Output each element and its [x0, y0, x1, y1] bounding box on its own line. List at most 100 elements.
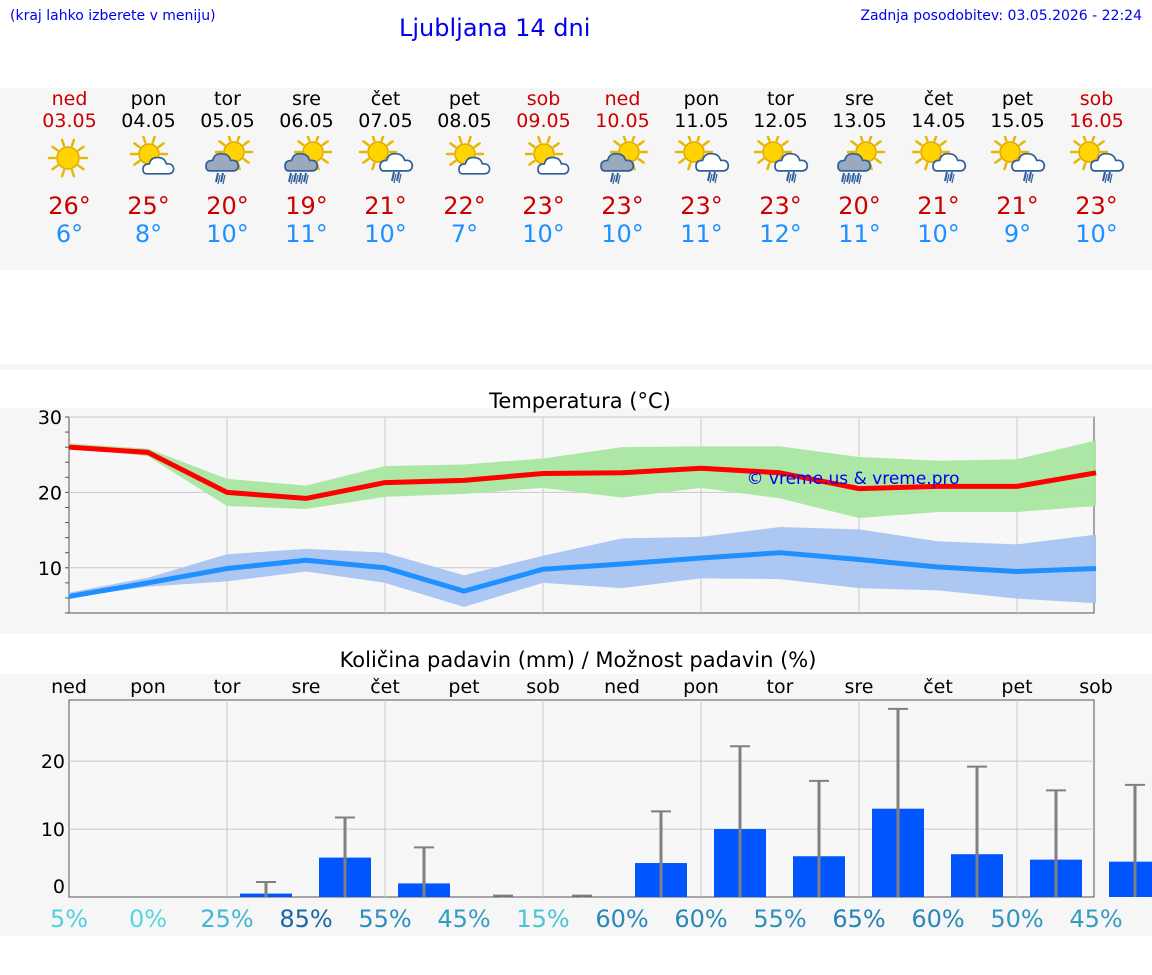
min-temperature: 11° [285, 220, 328, 248]
y-tick-label: 10 [41, 819, 65, 841]
precipitation-probability-label: 60% [911, 905, 964, 933]
max-temperature: 25° [127, 192, 170, 220]
precipitation-probability-label: 25% [200, 905, 253, 933]
y-tick-label: 10 [38, 558, 62, 580]
x-category-label: sob [526, 676, 560, 698]
day-column: tor 12.05 23° 12° [741, 88, 820, 248]
section-divider [0, 364, 1152, 370]
x-category-label: ned [604, 676, 640, 698]
day-name: pon [130, 88, 167, 110]
day-name: tor [767, 88, 794, 110]
day-name: pon [683, 88, 720, 110]
day-column: sre 13.05 20° 11° [820, 88, 899, 248]
day-column: čet 14.05 21° 10° [899, 88, 978, 248]
sun-cloud-rain-icon [911, 136, 966, 184]
max-temperature: 23° [1075, 192, 1118, 220]
max-temperature: 20° [206, 192, 249, 220]
min-temperature: 11° [680, 220, 723, 248]
min-temperature-line [68, 550, 1097, 599]
day-date: 12.05 [753, 110, 808, 132]
day-name: pet [1001, 88, 1034, 110]
precipitation-probability-label: 50% [990, 905, 1043, 933]
x-category-label: pet [448, 676, 479, 698]
min-temperature: 10° [917, 220, 960, 248]
max-temperature: 23° [680, 192, 723, 220]
day-name: čet [923, 88, 954, 110]
chart-title: Temperatura (°C) [488, 389, 671, 413]
max-temperature: 22° [443, 192, 486, 220]
day-date: 08.05 [437, 110, 492, 132]
min-temperature: 10° [206, 220, 249, 248]
day-date: 10.05 [595, 110, 650, 132]
day-column: sob 09.05 23° 10° [504, 88, 583, 248]
max-temperature-range-band [69, 440, 1096, 519]
forecast-strip-background [0, 88, 1152, 270]
day-name: sre [292, 88, 321, 110]
max-temperature-line [68, 444, 1097, 501]
min-temperature: 9° [1003, 220, 1032, 248]
day-column: ned 10.05 23° 10° [583, 88, 662, 248]
day-date: 09.05 [516, 110, 571, 132]
day-name: tor [214, 88, 241, 110]
min-temperature: 10° [522, 220, 565, 248]
day-column: tor 05.05 20° 10° [188, 88, 267, 248]
sun-heavy-rain-icon [836, 136, 885, 185]
sun-rain-icon [599, 136, 648, 185]
precipitation-probability-label: 45% [1069, 905, 1122, 933]
y-tick-label: 20 [41, 751, 65, 773]
precipitation-probability-label: 55% [358, 905, 411, 933]
x-category-label: sre [845, 676, 874, 698]
sun-cloud-rain-icon [1069, 136, 1124, 184]
day-date: 16.05 [1069, 110, 1124, 132]
day-column: ned 03.05 26° 6° [30, 88, 109, 248]
max-temperature: 21° [917, 192, 960, 220]
x-category-label: pon [130, 676, 166, 698]
precipitation-probability-label: 60% [595, 905, 648, 933]
x-category-label: pon [683, 676, 719, 698]
day-name: ned [51, 88, 88, 110]
day-date: 03.05 [42, 110, 97, 132]
min-temperature: 6° [55, 220, 84, 248]
max-temperature: 19° [285, 192, 328, 220]
precipitation-probability-label: 55% [753, 905, 806, 933]
page-title: Ljubljana 14 dni [399, 14, 591, 42]
day-date: 15.05 [990, 110, 1045, 132]
x-category-label: čet [923, 676, 953, 698]
day-name: sre [845, 88, 874, 110]
day-date: 05.05 [200, 110, 255, 132]
chart-title: Količina padavin (mm) / Možnost padavin … [340, 648, 817, 672]
location-menu-hint[interactable]: (kraj lahko izberete v meniju) [10, 8, 216, 24]
sun-cloud-icon [445, 136, 490, 175]
day-date: 11.05 [674, 110, 729, 132]
watermark: © vreme.us & vreme.pro [746, 469, 959, 489]
day-date: 04.05 [121, 110, 176, 132]
x-category-label: tor [767, 676, 794, 698]
day-column: sob 16.05 23° 10° [1057, 88, 1136, 248]
sun-cloud-rain-icon [674, 136, 729, 184]
sun-heavy-rain-icon [283, 136, 332, 185]
min-temperature: 12° [759, 220, 802, 248]
precipitation-probability-label: 60% [674, 905, 727, 933]
y-tick-label: 20 [38, 482, 62, 504]
x-category-label: sre [292, 676, 321, 698]
day-name: pet [448, 88, 481, 110]
sun-cloud-icon [129, 136, 174, 175]
day-date: 06.05 [279, 110, 334, 132]
min-temperature: 10° [364, 220, 407, 248]
day-column: pet 08.05 22° 7° [425, 88, 504, 248]
precipitation-probability-label: 45% [437, 905, 490, 933]
sun-cloud-icon [524, 136, 569, 175]
sun-cloud-rain-icon [990, 136, 1045, 184]
precipitation-bar [1109, 861, 1152, 897]
x-category-label: pet [1001, 676, 1032, 698]
min-temperature: 10° [1075, 220, 1118, 248]
min-temperature: 11° [838, 220, 881, 248]
day-column: pon 11.05 23° 11° [662, 88, 741, 248]
day-date: 07.05 [358, 110, 413, 132]
min-temperature: 7° [450, 220, 479, 248]
precipitation-probability-label: 15% [516, 905, 569, 933]
min-temperature: 10° [601, 220, 644, 248]
x-category-label: tor [214, 676, 241, 698]
day-date: 14.05 [911, 110, 966, 132]
temperature-chart: Temperatura (°C) 10 20 30 © vreme.us & vreme… [38, 389, 1097, 614]
